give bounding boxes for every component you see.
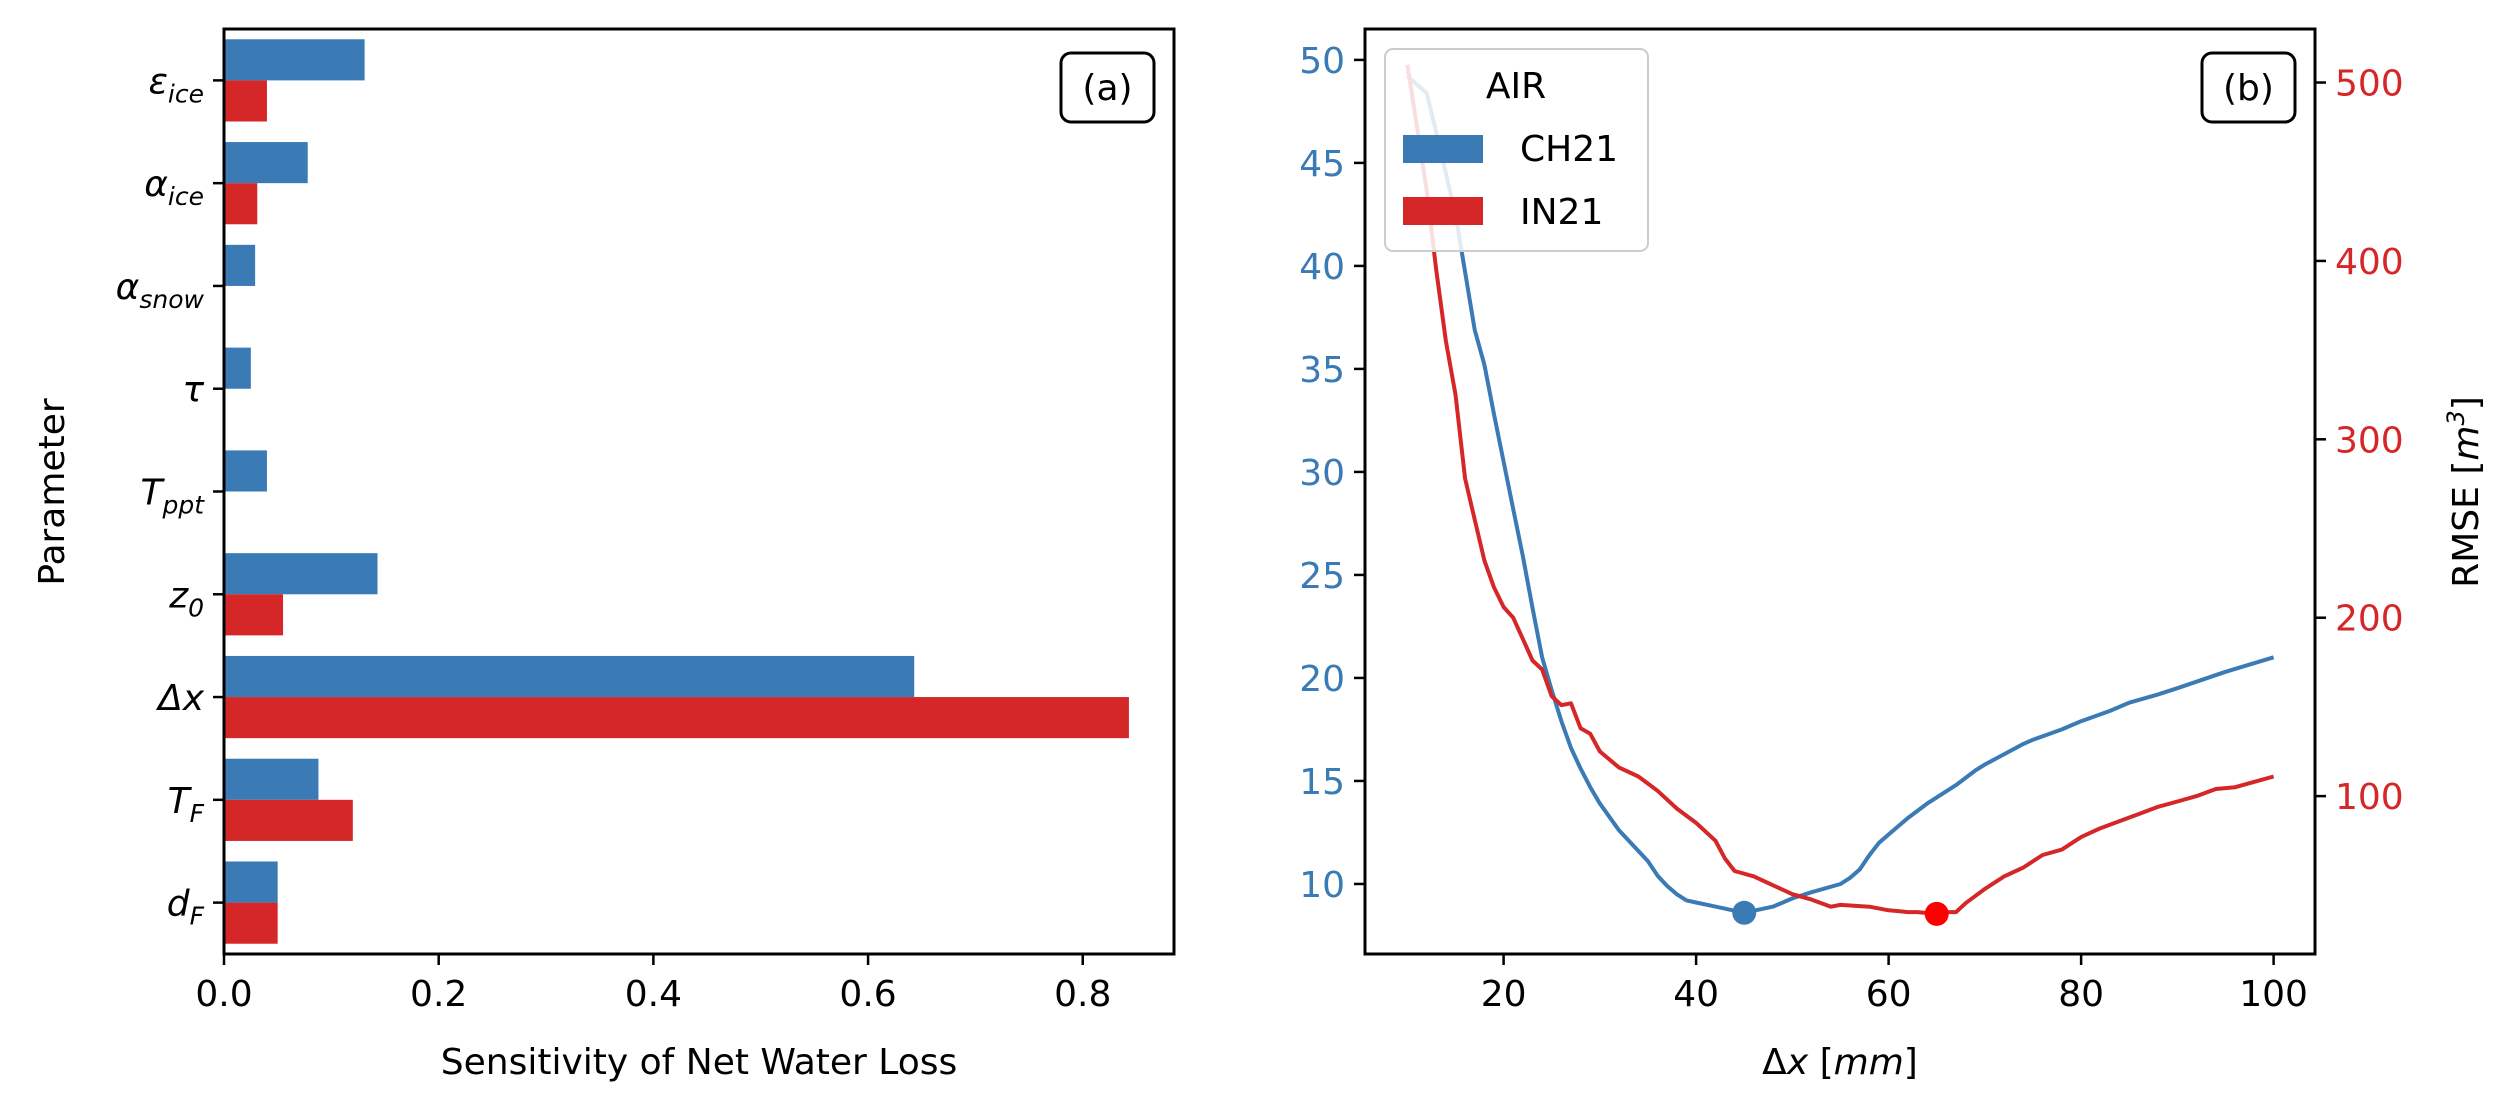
- x-tick-label: 0.2: [410, 974, 467, 1015]
- panel-b-xlabel-var: Δ: [1762, 1042, 1787, 1083]
- panel-a-ylabel: Parameter: [32, 398, 73, 585]
- legend-label-in21: IN21: [1520, 192, 1603, 233]
- x-tick-label: 0.6: [839, 974, 896, 1015]
- panel-a-axes-frame: [222, 27, 1176, 956]
- left-y-tick-label: 45: [1299, 144, 1345, 185]
- line-ch21: [1406, 74, 2275, 915]
- y-tick-label-param: Tppt: [140, 473, 205, 520]
- min-marker-in21: [1924, 901, 1949, 926]
- panel-b-right-y-ticks: 100 200 300 400 500: [2315, 64, 2404, 818]
- left-y-tick-label: 30: [1299, 453, 1345, 494]
- panel-b-legend: AIR CH21 IN21: [1384, 48, 1649, 252]
- legend-swatch-in21: [1403, 197, 1483, 225]
- left-y-tick-label: 35: [1299, 350, 1345, 391]
- y-tick-label-param: z0: [168, 575, 204, 622]
- panel-b-rmse-chart: 20 40 60 80 100 10 15 20 25 30 35 40 45 50 100 200 300…: [1299, 27, 2487, 1083]
- panel-b-left-y-ticks: 10 15 20 25 30 35 40 45 50: [1299, 41, 1365, 906]
- panel-b-axes-frame: [1363, 27, 2317, 956]
- panel-a-label-box: (a): [1059, 51, 1156, 124]
- legend-label-ch21: CH21: [1520, 129, 1618, 170]
- panel-a-y-ticks: εice αice αsnow τ Tppt z0 Δx TF dF: [116, 61, 224, 931]
- panel-a-sensitivity-chart: 0.0 0.2 0.4 0.6 0.8 εice αice αsnow τ Tppt z0 Δx TF…: [32, 27, 1176, 1083]
- bar-in21-8: [224, 902, 278, 944]
- bar-ch21-7: [224, 758, 319, 800]
- bar-ch21-4: [224, 450, 267, 492]
- y-tick-label-param: τ: [182, 370, 204, 411]
- bar-ch21-5: [224, 553, 378, 595]
- left-y-tick-label: 10: [1299, 865, 1345, 906]
- bar-in21-5: [224, 594, 284, 636]
- right-y-tick-label: 500: [2335, 64, 2404, 105]
- right-y-tick-label: 200: [2335, 599, 2404, 640]
- right-y-tick-label: 300: [2335, 420, 2404, 461]
- bar-ch21-6: [224, 655, 915, 698]
- bar-ch21-1: [224, 142, 308, 184]
- left-y-tick-label: 20: [1299, 659, 1345, 700]
- y-tick-label-param: Δx: [155, 678, 205, 719]
- left-y-tick-label: 50: [1299, 41, 1345, 82]
- right-y-tick-label: 100: [2335, 777, 2404, 818]
- bar-ch21-0: [224, 39, 365, 81]
- panel-b-lines: [1405, 64, 2275, 916]
- left-y-tick-label: 25: [1299, 556, 1345, 597]
- y-tick-label-param: TF: [168, 781, 205, 828]
- y-tick-label-param: dF: [167, 884, 205, 931]
- bar-in21-7: [224, 799, 353, 841]
- legend-swatch-ch21: [1403, 135, 1483, 163]
- bar-in21-0: [224, 80, 267, 122]
- bar-ch21-8: [224, 861, 278, 903]
- bar-in21-1: [224, 183, 258, 225]
- x-tick-label: 20: [1481, 974, 1527, 1015]
- panel-b-minimum-markers: [1732, 900, 1949, 926]
- panel-b-x-ticks: 20 40 60 80 100: [1481, 954, 2308, 1015]
- right-y-tick-label: 400: [2335, 242, 2404, 283]
- panel-b-label-box: (b): [2200, 51, 2297, 124]
- panel-a-bars: [224, 39, 1129, 944]
- left-y-tick-label: 40: [1299, 247, 1345, 288]
- x-tick-label: 40: [1673, 974, 1719, 1015]
- x-tick-label: 0.8: [1054, 974, 1111, 1015]
- y-tick-label-param: εice: [148, 61, 204, 108]
- y-tick-label-param: αice: [144, 164, 204, 211]
- panel-b-right-ylabel: RMSE [m3]: [2442, 396, 2487, 588]
- bar-ch21-3: [224, 347, 251, 389]
- left-y-tick-label: 15: [1299, 762, 1345, 803]
- bar-in21-6: [224, 697, 1129, 739]
- bar-ch21-2: [224, 244, 256, 286]
- panel-b-xlabel: Δx [mm]: [1762, 1042, 1918, 1083]
- legend-title: AIR: [1486, 66, 1546, 107]
- x-tick-label: 60: [1866, 974, 1912, 1015]
- min-marker-ch21: [1732, 900, 1757, 925]
- x-tick-label: 100: [2239, 974, 2308, 1015]
- x-tick-label: 80: [2058, 974, 2104, 1015]
- panel-a-label: (a): [1082, 68, 1132, 109]
- x-tick-label: 0.4: [625, 974, 682, 1015]
- panel-a-x-ticks: 0.0 0.2 0.4 0.6 0.8: [195, 954, 1111, 1015]
- y-tick-label-param: αsnow: [116, 267, 205, 314]
- x-tick-label: 0.0: [195, 974, 252, 1015]
- line-in21: [1405, 64, 2275, 916]
- panel-b-label: (b): [2223, 68, 2274, 109]
- panel-a-xlabel: Sensitivity of Net Water Loss: [441, 1042, 957, 1083]
